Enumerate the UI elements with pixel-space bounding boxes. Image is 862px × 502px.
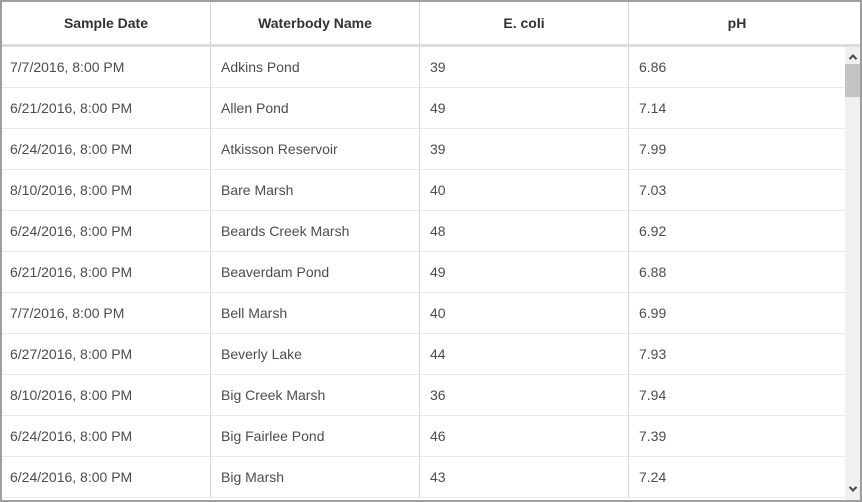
table-row[interactable]: 6/24/2016, 8:00 PM Big Fairlee Pond 46 7…	[2, 416, 845, 457]
cell-e-coli: 48	[420, 211, 629, 251]
column-header-ph[interactable]: pH	[727, 15, 747, 31]
cell-e-coli: 39	[420, 129, 629, 169]
cell-waterbody-name: Allen Pond	[211, 88, 420, 128]
cell-sample-date: 6/21/2016, 8:00 PM	[2, 252, 211, 292]
cell-e-coli: 46	[420, 416, 629, 456]
cell-waterbody-name: Adkins Pond	[211, 47, 420, 87]
cell-ph: 6.88	[639, 264, 667, 280]
cell-ph: 7.99	[639, 141, 667, 157]
table-row[interactable]: 6/24/2016, 8:00 PM Big Marsh 43 7.24	[2, 457, 845, 498]
table-row[interactable]: 6/24/2016, 8:00 PM Beards Creek Marsh 48…	[2, 211, 845, 252]
scroll-down-button[interactable]	[845, 480, 860, 498]
vertical-scrollbar[interactable]	[845, 47, 860, 500]
cell-ph: 7.93	[639, 346, 667, 362]
cell-ph: 6.92	[639, 223, 667, 239]
cell-sample-date: 6/24/2016, 8:00 PM	[2, 129, 211, 169]
table-row[interactable]: 8/10/2016, 8:00 PM Big Creek Marsh 36 7.…	[2, 375, 845, 416]
cell-e-coli: 36	[420, 375, 629, 415]
cell-sample-date: 6/24/2016, 8:00 PM	[2, 211, 211, 251]
cell-ph: 6.99	[639, 305, 667, 321]
cell-waterbody-name: Bare Marsh	[211, 170, 420, 210]
cell-ph: 7.14	[639, 100, 667, 116]
cell-sample-date: 7/7/2016, 8:00 PM	[2, 47, 211, 87]
header-divider	[2, 44, 860, 47]
cell-ph: 6.86	[639, 59, 667, 75]
cell-ph: 7.39	[639, 428, 667, 444]
cell-e-coli: 44	[420, 334, 629, 374]
cell-sample-date: 6/21/2016, 8:00 PM	[2, 88, 211, 128]
cell-waterbody-name: Beverly Lake	[211, 334, 420, 374]
cell-e-coli: 39	[420, 47, 629, 87]
scrollbar-thumb[interactable]	[845, 64, 860, 97]
table-row[interactable]: 6/21/2016, 8:00 PM Beaverdam Pond 49 6.8…	[2, 252, 845, 293]
cell-sample-date: 6/27/2016, 8:00 PM	[2, 334, 211, 374]
table-header-row: Sample Date Waterbody Name E. coli pH	[2, 2, 860, 44]
cell-waterbody-name: Beards Creek Marsh	[211, 211, 420, 251]
cell-sample-date: 6/24/2016, 8:00 PM	[2, 457, 211, 497]
table-row[interactable]: 6/21/2016, 8:00 PM Allen Pond 49 7.14	[2, 88, 845, 129]
cell-e-coli: 40	[420, 170, 629, 210]
chevron-down-icon	[848, 483, 857, 492]
cell-ph: 7.94	[639, 387, 667, 403]
cell-e-coli: 49	[420, 252, 629, 292]
cell-waterbody-name: Big Marsh	[211, 457, 420, 497]
cell-sample-date: 6/24/2016, 8:00 PM	[2, 416, 211, 456]
cell-sample-date: 7/7/2016, 8:00 PM	[2, 293, 211, 333]
table-row[interactable]: 7/7/2016, 8:00 PM Bell Marsh 40 6.99	[2, 293, 845, 334]
table-row[interactable]: 8/10/2016, 8:00 PM Bare Marsh 40 7.03	[2, 170, 845, 211]
table-rows-area: 7/7/2016, 8:00 PM Adkins Pond 39 6.86 6/…	[2, 47, 845, 500]
column-header-sample-date[interactable]: Sample Date	[2, 2, 211, 44]
cell-ph: 7.03	[639, 182, 667, 198]
table-row[interactable]: 6/27/2016, 8:00 PM Beverly Lake 44 7.93	[2, 334, 845, 375]
chevron-up-icon	[848, 54, 857, 63]
cell-waterbody-name: Big Fairlee Pond	[211, 416, 420, 456]
cell-waterbody-name: Atkisson Reservoir	[211, 129, 420, 169]
cell-waterbody-name: Bell Marsh	[211, 293, 420, 333]
table-row[interactable]: 7/7/2016, 8:00 PM Adkins Pond 39 6.86	[2, 47, 845, 88]
column-header-e-coli[interactable]: E. coli	[420, 2, 629, 44]
cell-waterbody-name: Big Creek Marsh	[211, 375, 420, 415]
cell-sample-date: 8/10/2016, 8:00 PM	[2, 375, 211, 415]
cell-e-coli: 43	[420, 457, 629, 497]
table-row[interactable]: 6/24/2016, 8:00 PM Atkisson Reservoir 39…	[2, 129, 845, 170]
header-scrollbar-spacer	[845, 2, 860, 44]
cell-ph: 7.24	[639, 469, 667, 485]
cell-sample-date: 8/10/2016, 8:00 PM	[2, 170, 211, 210]
cell-e-coli: 49	[420, 88, 629, 128]
cell-e-coli: 40	[420, 293, 629, 333]
table-body: 7/7/2016, 8:00 PM Adkins Pond 39 6.86 6/…	[2, 47, 860, 500]
cell-waterbody-name: Beaverdam Pond	[211, 252, 420, 292]
column-header-waterbody-name[interactable]: Waterbody Name	[211, 2, 420, 44]
